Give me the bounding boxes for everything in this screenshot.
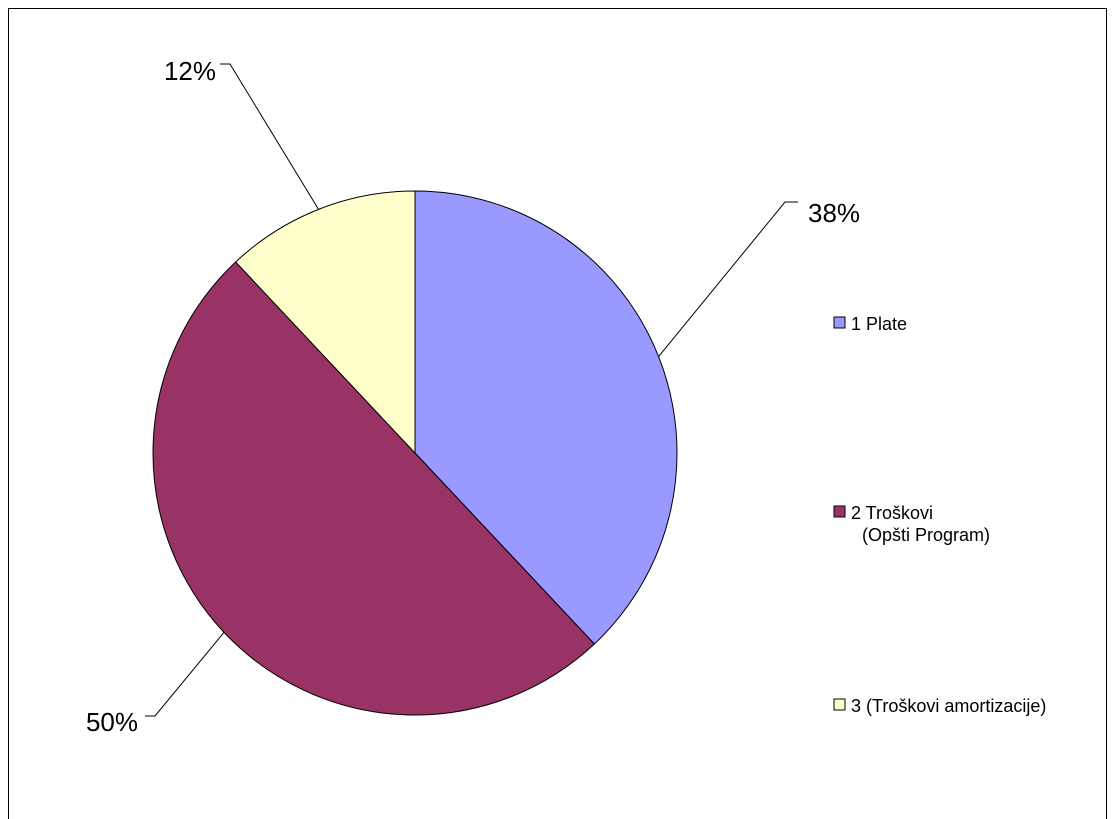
- pie-slice-3: [234, 190, 416, 455]
- leader-lines: [145, 63, 798, 717]
- pie-slices: [152, 190, 678, 716]
- data-label-2: 50%: [86, 707, 138, 737]
- leader-line-3: [220, 63, 319, 210]
- chart-frame: [8, 8, 1107, 819]
- pie-slice-1: [414, 190, 678, 645]
- legend-label-3: 3 (Troškovi amortizacije): [851, 696, 1046, 716]
- legend: 1 Plate 2 Troškovi(Opšti Program) 3 (Trošk…: [833, 314, 1046, 716]
- legend-swatch-1: [833, 316, 846, 329]
- leader-line-1: [658, 201, 798, 357]
- legend-label-2-line-2: (Opšti Program): [862, 525, 990, 545]
- data-labels: 38% 50% 12%: [86, 56, 860, 737]
- data-label-3: 12%: [164, 56, 216, 86]
- leader-line-2: [145, 632, 225, 717]
- legend-swatch-2: [833, 505, 846, 518]
- legend-label-1: 1 Plate: [851, 314, 907, 334]
- data-label-1: 38%: [808, 198, 860, 228]
- legend-swatch-3: [833, 698, 846, 711]
- pie-slice-2: [152, 261, 596, 716]
- legend-label-2: 2 Troškovi: [851, 503, 933, 523]
